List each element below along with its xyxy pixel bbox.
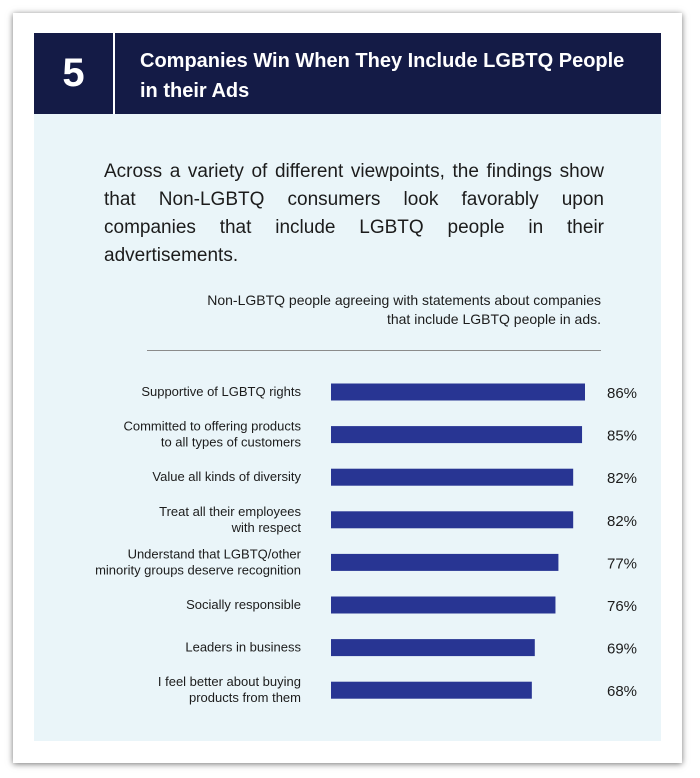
section-header: 5 Companies Win When They Include LGBTQ … bbox=[34, 33, 661, 114]
header-divider bbox=[113, 33, 115, 114]
bar-2 bbox=[331, 426, 583, 444]
bar-4 bbox=[331, 511, 574, 529]
value-label-6: 76% bbox=[607, 598, 637, 615]
bar-1 bbox=[331, 383, 585, 401]
value-label-8: 68% bbox=[607, 683, 637, 700]
intro-paragraph: Across a variety of different viewpoints… bbox=[104, 161, 604, 266]
category-label-5-line-2: minority groups deserve recognition bbox=[95, 562, 301, 577]
infographic-card: 5 Companies Win When They Include LGBTQ … bbox=[13, 13, 682, 763]
category-label-3: Value all kinds of diversity bbox=[152, 469, 301, 484]
category-label-2-line-2: to all types of customers bbox=[161, 435, 302, 450]
category-label-4-line-1: Treat all their employees bbox=[159, 504, 301, 519]
bar-8 bbox=[331, 681, 532, 699]
value-label-7: 69% bbox=[607, 641, 637, 658]
category-label-8-line-1: I feel better about buying bbox=[158, 674, 301, 689]
category-label-2-line-1: Committed to offering products bbox=[123, 419, 301, 434]
value-label-5: 77% bbox=[607, 555, 637, 572]
bar-6 bbox=[331, 596, 556, 614]
chart-divider bbox=[147, 350, 601, 351]
bar-7 bbox=[331, 639, 535, 657]
category-label-8-line-2: products from them bbox=[189, 690, 301, 705]
section-title: Companies Win When They Include LGBTQ Pe… bbox=[140, 50, 625, 102]
category-label-7: Leaders in business bbox=[185, 640, 301, 655]
category-label-6: Socially responsible bbox=[186, 597, 301, 612]
value-label-3: 82% bbox=[607, 470, 637, 487]
value-label-1: 86% bbox=[607, 385, 637, 402]
category-label-1: Supportive of LGBTQ rights bbox=[141, 384, 301, 399]
bar-5 bbox=[331, 553, 559, 571]
content-panel: Across a variety of different viewpoints… bbox=[34, 114, 661, 741]
category-label-5-line-1: Understand that LGBTQ/other bbox=[128, 546, 302, 561]
value-label-4: 82% bbox=[607, 513, 637, 530]
bar-chart: Supportive of LGBTQ rights 86% Committed t… bbox=[95, 383, 637, 705]
chart-title: Non-LGBTQ people agreeing with statement… bbox=[207, 292, 601, 327]
value-label-2: 85% bbox=[607, 428, 637, 445]
category-label-4-line-2: with respect bbox=[231, 520, 302, 535]
bar-3 bbox=[331, 468, 574, 486]
section-number: 5 bbox=[62, 51, 85, 95]
